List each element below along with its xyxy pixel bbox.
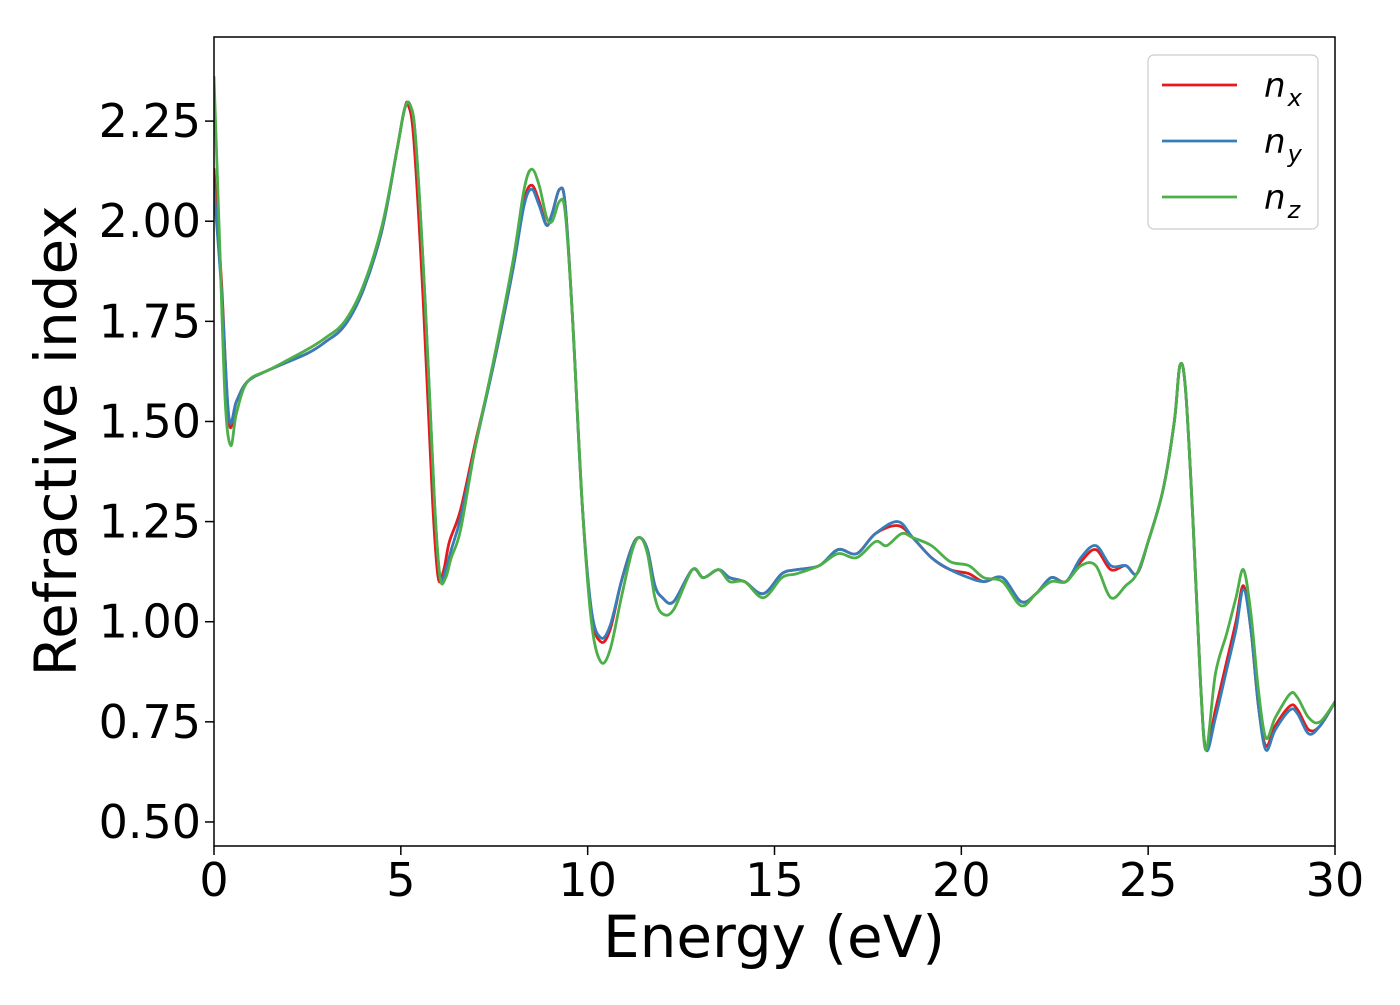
- y-axis-label: Refractive index: [22, 205, 90, 676]
- series-lines: [214, 75, 1335, 753]
- x-tick-label: 0: [199, 853, 228, 907]
- x-axis-ticks: 0 5 10 15 20 25 30: [199, 846, 1364, 907]
- y-tick-label: 1.50: [99, 394, 201, 448]
- y-axis-ticks: 0.50 0.75 1.00 1.25 1.50 1.75 2.00 2.25: [99, 94, 214, 849]
- x-tick-label: 30: [1306, 853, 1365, 907]
- legend-subscript: x: [1287, 84, 1303, 112]
- y-tick-label: 2.00: [99, 194, 201, 248]
- y-tick-label: 1.25: [99, 495, 201, 549]
- legend-subscript: y: [1287, 140, 1303, 168]
- y-tick-label: 0.75: [99, 695, 201, 749]
- y-tick-label: 0.50: [99, 795, 201, 849]
- legend-subscript: z: [1287, 196, 1302, 224]
- x-tick-label: 25: [1119, 853, 1178, 907]
- x-axis-label: Energy (eV): [603, 903, 945, 971]
- series-line-z: [214, 75, 1335, 752]
- x-tick-label: 10: [558, 853, 617, 907]
- x-tick-label: 15: [745, 853, 804, 907]
- y-tick-label: 1.75: [99, 294, 201, 348]
- x-tick-label: 5: [386, 853, 415, 907]
- y-tick-label: 1.00: [99, 595, 201, 649]
- y-tick-label: 2.25: [99, 94, 201, 148]
- x-tick-label: 20: [932, 853, 991, 907]
